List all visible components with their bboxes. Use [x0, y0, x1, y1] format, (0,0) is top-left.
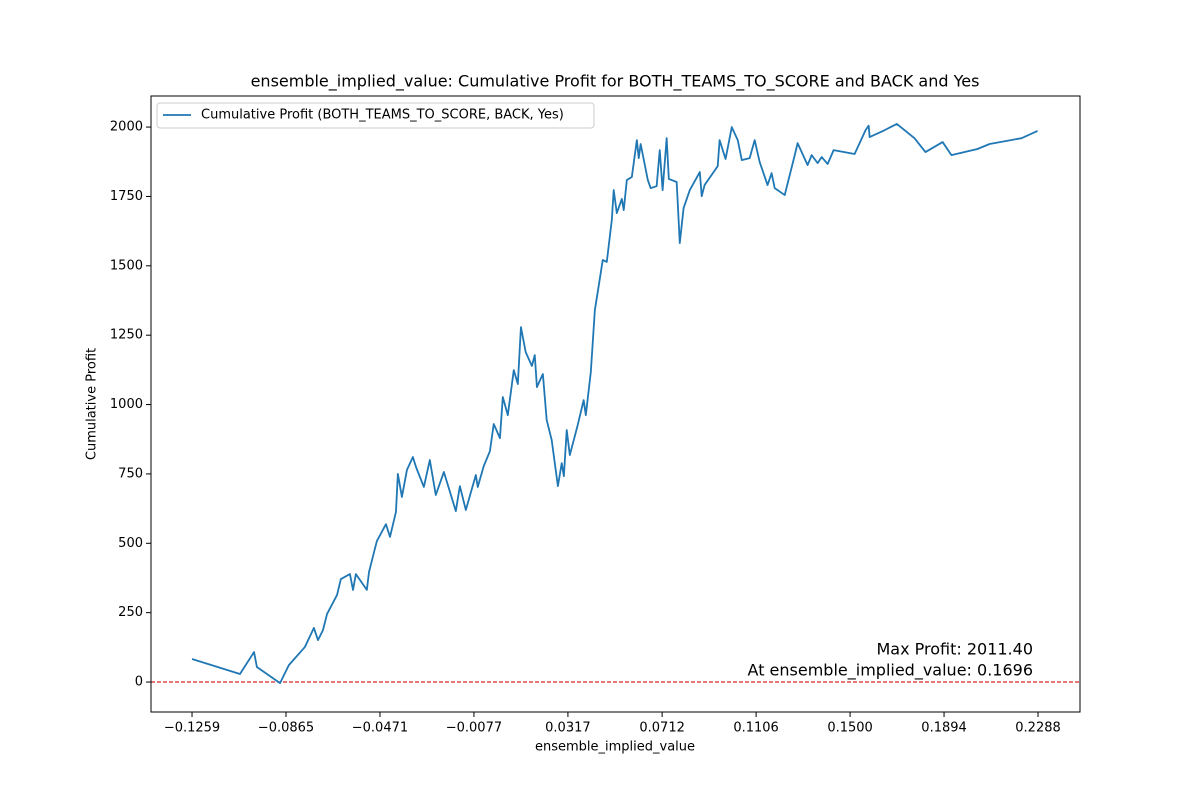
x-tick-label: 0.0712: [639, 721, 685, 736]
y-tick-label: 0: [135, 675, 143, 690]
x-tick-label: 0.1500: [827, 721, 873, 736]
annotation: At ensemble_implied_value: 0.1696: [748, 661, 1033, 681]
line: [191, 123, 1038, 685]
x-tick-label: −0.0077: [446, 721, 502, 736]
y-tick-label: 500: [118, 536, 143, 551]
y-axis-label: Cumulative Profit: [85, 348, 100, 460]
x-tick-label: 0.0317: [545, 721, 591, 736]
x-tick-label: −0.1259: [164, 721, 220, 736]
x-tick-label: −0.0471: [352, 721, 408, 736]
y-tick-label: 1750: [110, 189, 143, 204]
y-tick-label: 2000: [110, 120, 143, 135]
legend-label: Cumulative Profit (BOTH_TEAMS_TO_SCORE, …: [201, 108, 564, 123]
y-tick-label: 1000: [110, 397, 143, 412]
y-tick-label: 250: [118, 605, 143, 620]
x-axis-label: ensemble_implied_value: [535, 740, 695, 755]
legend-box: [156, 102, 595, 129]
plot-frame: [150, 95, 1081, 713]
x-tick-label: 0.1894: [921, 721, 967, 736]
y-tick-label: 750: [118, 466, 143, 481]
y-tick-label: 1500: [110, 258, 143, 273]
x-tick-label: 0.1106: [733, 721, 779, 736]
annotation: Max Profit: 2011.40: [876, 640, 1033, 659]
x-tick-label: −0.0865: [258, 721, 314, 736]
x-tick-label: 0.2288: [1015, 721, 1061, 736]
chart-title: ensemble_implied_value: Cumulative Profi…: [251, 72, 980, 92]
y-tick-label: 1250: [110, 328, 143, 343]
